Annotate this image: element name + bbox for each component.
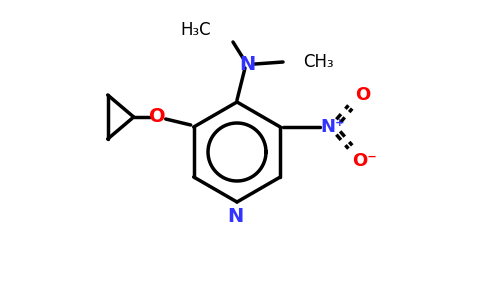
- Text: O⁻: O⁻: [352, 152, 377, 170]
- Text: N: N: [239, 55, 255, 74]
- Text: N⁺: N⁺: [320, 118, 345, 136]
- Text: N: N: [227, 206, 243, 226]
- Text: O: O: [355, 86, 370, 104]
- Text: CH₃: CH₃: [303, 53, 333, 71]
- Text: H₃C: H₃C: [181, 21, 211, 39]
- Text: O: O: [150, 107, 166, 127]
